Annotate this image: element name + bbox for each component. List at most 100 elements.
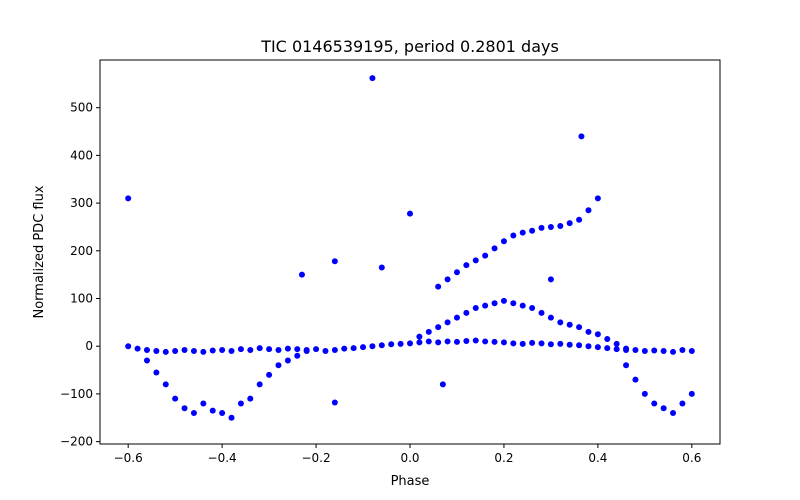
data-point [407,340,413,347]
data-point [369,75,376,82]
y-tick-label: −200 [60,435,93,449]
data-point [651,347,658,354]
data-point [529,339,536,346]
data-point [566,341,573,348]
data-point [623,345,630,352]
data-point [482,252,489,259]
data-point [529,227,536,234]
data-point [500,339,507,346]
data-point [444,319,451,326]
data-point [670,409,677,416]
data-point [594,344,601,351]
data-point [594,195,601,202]
x-tick-label: 0.0 [400,451,419,465]
data-point [519,302,526,309]
data-point [538,340,545,347]
data-point [538,309,545,316]
data-point [247,347,254,354]
data-point [529,305,536,312]
data-point [416,333,423,340]
data-point [143,357,150,364]
data-point [181,347,188,354]
data-point [472,257,479,264]
x-tick-label: 0.2 [494,451,513,465]
data-point [585,343,592,350]
data-point [566,220,573,227]
data-point [641,347,648,354]
data-point [172,395,179,402]
data-point [172,347,179,354]
data-point [576,324,583,331]
data-point [660,405,667,412]
y-axis-label: Normalized PDC flux [32,185,47,318]
data-point [557,223,564,230]
data-point [578,133,585,140]
data-point [237,346,244,353]
data-point [369,343,376,350]
data-point [576,216,583,223]
data-point [547,276,554,283]
data-point [519,229,526,236]
data-point [632,376,639,383]
data-point [576,342,583,349]
data-point [237,400,244,407]
data-point [435,339,442,346]
x-tick-label: 0.6 [682,451,701,465]
x-tick-label: −0.2 [301,451,330,465]
data-point [510,232,517,239]
data-point [538,224,545,231]
y-tick-label: 300 [70,196,93,210]
data-point [125,343,132,350]
data-point [298,271,305,278]
data-point [313,346,320,353]
data-point [613,346,620,353]
data-point [228,347,235,354]
data-point [350,345,357,352]
data-point [510,340,517,347]
x-axis-ticks: −0.6 −0.4 −0.2 0.0 0.2 0.4 0.6 [114,444,701,465]
data-point [491,300,498,307]
data-point [303,347,310,354]
data-point [519,340,526,347]
x-tick-label: 0.4 [588,451,607,465]
data-point [190,409,197,416]
data-point [463,337,470,344]
data-point [453,314,460,321]
data-point [125,195,132,202]
data-point [378,342,385,349]
data-point [472,337,479,344]
data-point [547,314,554,321]
data-point [547,223,554,230]
data-point [256,381,263,388]
data-point [632,347,639,354]
data-point [219,347,226,354]
data-point [284,357,291,364]
data-point [397,340,404,347]
y-tick-label: 500 [70,101,93,115]
plot-frame [99,59,721,445]
data-point [266,346,273,353]
data-point [284,345,291,352]
data-point [439,381,446,388]
data-point [209,407,216,414]
data-point [585,207,592,214]
data-point [416,339,423,346]
y-tick-label: 100 [70,292,93,306]
y-axis-ticks: −200 −100 0 100 200 300 400 500 [60,101,100,449]
data-point [360,344,367,351]
y-tick-label: −100 [60,387,93,401]
data-point [200,400,207,407]
data-point [331,399,338,406]
data-point [162,381,169,388]
data-point [407,210,413,217]
data-point [623,362,630,369]
data-point [322,347,329,354]
data-point [190,347,197,354]
x-tick-label: −0.6 [114,451,143,465]
data-point [510,300,517,307]
data-point [294,346,301,353]
data-point [463,262,470,269]
data-point [500,238,507,245]
data-point [679,400,686,407]
